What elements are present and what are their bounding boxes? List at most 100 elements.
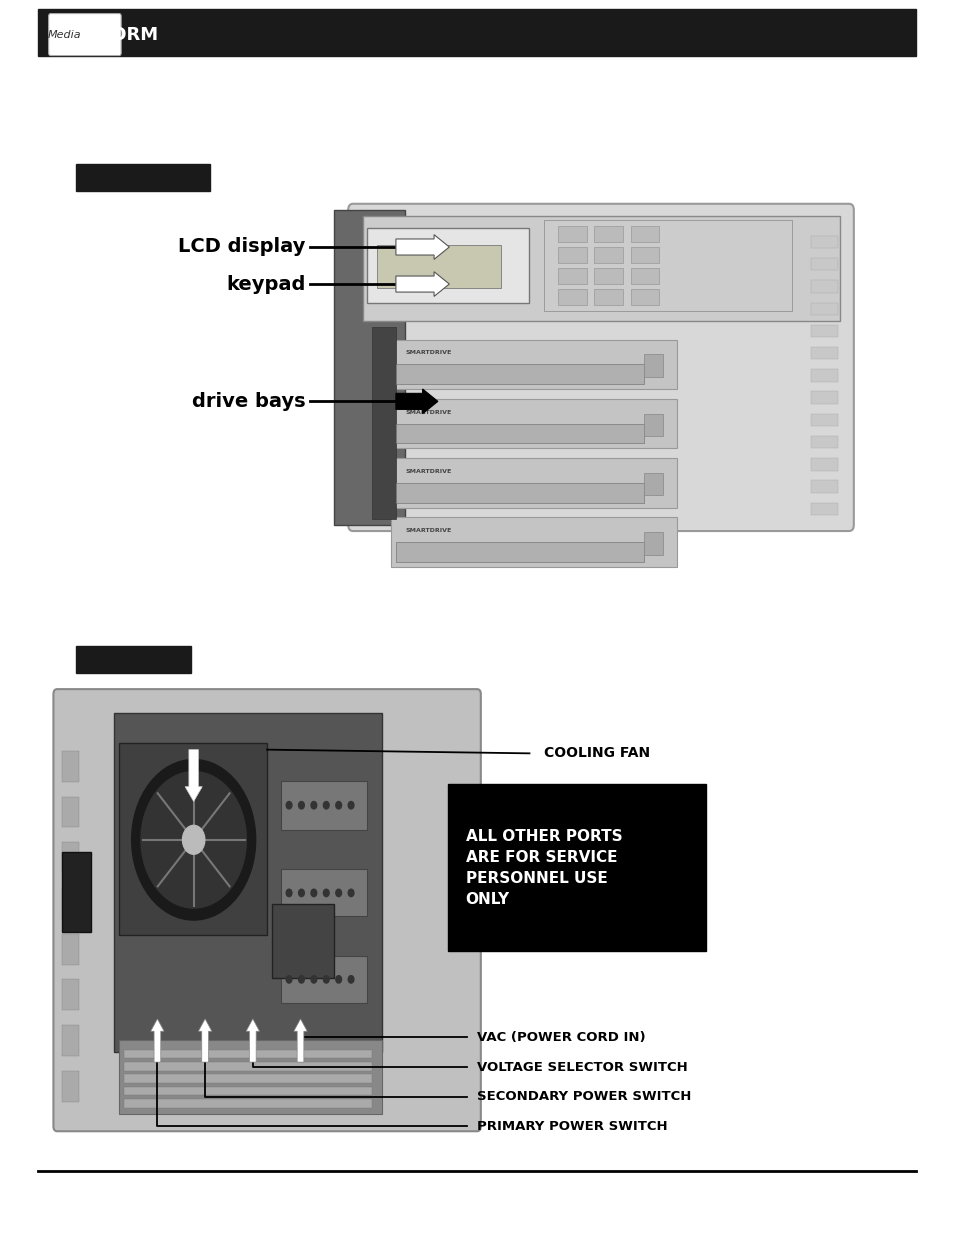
Bar	[391, 399, 677, 448]
Bar	[367, 228, 529, 303]
Bar	[810, 303, 837, 315]
Circle shape	[311, 802, 316, 809]
Bar	[62, 888, 79, 919]
Circle shape	[323, 976, 329, 983]
Circle shape	[335, 802, 341, 809]
Text: SMARTDRIVE: SMARTDRIVE	[405, 410, 451, 415]
Bar	[119, 1040, 381, 1114]
Bar	[124, 1050, 372, 1058]
Bar	[272, 904, 334, 978]
Bar	[38, 9, 915, 56]
Bar	[643, 354, 662, 377]
Circle shape	[286, 976, 292, 983]
FancyArrow shape	[246, 1019, 259, 1062]
Circle shape	[286, 802, 292, 809]
Circle shape	[323, 889, 329, 897]
FancyArrow shape	[395, 235, 449, 259]
Circle shape	[335, 976, 341, 983]
Bar	[810, 347, 837, 359]
Bar	[594, 289, 622, 305]
Circle shape	[182, 825, 205, 855]
Text: keypad: keypad	[226, 274, 305, 294]
Circle shape	[132, 760, 255, 920]
Bar	[62, 842, 79, 873]
Text: SECONDARY POWER SWITCH: SECONDARY POWER SWITCH	[476, 1091, 691, 1103]
Bar	[62, 852, 91, 931]
Circle shape	[323, 802, 329, 809]
Circle shape	[286, 889, 292, 897]
Bar	[62, 797, 79, 827]
Bar	[124, 1074, 372, 1083]
Bar	[124, 1062, 372, 1071]
FancyArrow shape	[185, 750, 202, 802]
Bar	[810, 391, 837, 404]
FancyArrow shape	[395, 389, 437, 414]
Bar	[395, 483, 643, 503]
Circle shape	[311, 976, 316, 983]
Text: SMARTDRIVE: SMARTDRIVE	[405, 469, 451, 474]
Bar	[630, 268, 659, 284]
Circle shape	[298, 976, 304, 983]
Bar	[76, 164, 210, 191]
Text: drive bays: drive bays	[192, 391, 305, 411]
Text: ALL OTHER PORTS
ARE FOR SERVICE
PERSONNEL USE
ONLY: ALL OTHER PORTS ARE FOR SERVICE PERSONNE…	[465, 829, 621, 906]
Circle shape	[348, 976, 354, 983]
Bar	[124, 1087, 372, 1095]
Bar	[62, 751, 79, 782]
Text: VAC (POWER CORD IN): VAC (POWER CORD IN)	[476, 1031, 645, 1044]
Circle shape	[348, 802, 354, 809]
Text: LCD display: LCD display	[177, 237, 305, 257]
FancyArrow shape	[151, 1019, 164, 1062]
Bar	[810, 258, 837, 270]
Bar	[810, 280, 837, 293]
Bar	[119, 743, 267, 935]
Text: COOLING FAN: COOLING FAN	[543, 746, 649, 761]
Bar	[810, 458, 837, 471]
Bar	[558, 268, 586, 284]
Text: FORM: FORM	[99, 26, 158, 43]
Bar	[76, 646, 191, 673]
Bar	[395, 424, 643, 443]
Text: VOLTAGE SELECTOR SWITCH: VOLTAGE SELECTOR SWITCH	[476, 1061, 687, 1073]
Text: Media: Media	[48, 30, 82, 40]
Circle shape	[311, 889, 316, 897]
Bar	[395, 542, 643, 562]
Bar	[391, 340, 677, 389]
Bar	[362, 216, 839, 321]
Bar	[281, 781, 367, 830]
Bar	[643, 532, 662, 555]
Bar	[594, 226, 622, 242]
Circle shape	[141, 772, 246, 908]
FancyArrow shape	[395, 272, 449, 296]
Bar	[62, 934, 79, 965]
Bar	[376, 245, 500, 288]
Text: PRIMARY POWER SWITCH: PRIMARY POWER SWITCH	[476, 1120, 667, 1132]
Bar	[372, 327, 395, 519]
Bar	[594, 268, 622, 284]
Bar	[810, 436, 837, 448]
Bar	[810, 503, 837, 515]
Bar	[62, 1071, 79, 1102]
Bar	[810, 414, 837, 426]
Bar	[124, 1099, 372, 1108]
Bar	[448, 784, 705, 951]
Bar	[395, 364, 643, 384]
Bar	[643, 473, 662, 495]
FancyBboxPatch shape	[53, 689, 480, 1131]
Circle shape	[298, 889, 304, 897]
FancyArrow shape	[294, 1019, 307, 1062]
Bar	[558, 247, 586, 263]
Bar	[643, 414, 662, 436]
Bar	[391, 458, 677, 508]
Bar	[62, 979, 79, 1010]
Bar	[810, 480, 837, 493]
Text: SMARTDRIVE: SMARTDRIVE	[405, 529, 451, 534]
FancyBboxPatch shape	[49, 14, 121, 56]
FancyBboxPatch shape	[348, 204, 853, 531]
Circle shape	[348, 889, 354, 897]
Bar	[630, 289, 659, 305]
Bar	[810, 325, 837, 337]
Bar	[810, 236, 837, 248]
Bar	[543, 220, 791, 311]
FancyArrow shape	[198, 1019, 212, 1062]
